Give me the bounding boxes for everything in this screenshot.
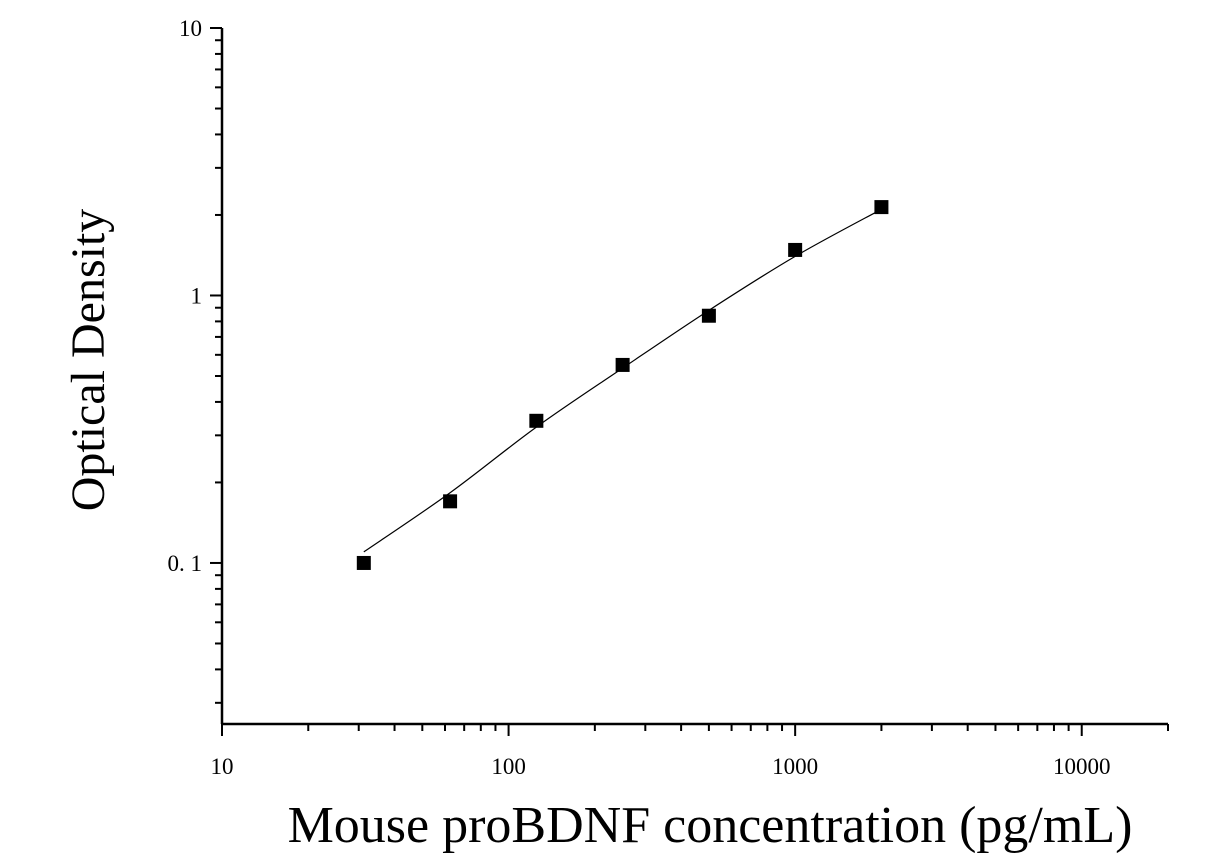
x-tick-label: 1000 [772, 754, 818, 779]
data-point [874, 200, 889, 215]
x-axis-title: Mouse proBDNF concentration (pg/mL) [288, 797, 1133, 854]
axes [220, 28, 1168, 726]
data-point [615, 357, 630, 372]
data-point [443, 494, 458, 509]
data-points [356, 200, 889, 570]
data-point [356, 555, 371, 570]
data-point [788, 242, 803, 257]
y-tick-label: 0. 1 [168, 551, 203, 576]
y-tick-label: 1 [191, 283, 203, 308]
x-tick-label: 10 [211, 754, 234, 779]
y-axis-ticks: 0. 1 1 10 [168, 16, 222, 704]
x-axis-ticks: 10 100 1000 10000 [211, 724, 1169, 779]
data-point [529, 413, 544, 428]
y-tick-label: 10 [179, 16, 202, 41]
x-tick-label: 100 [491, 754, 526, 779]
data-point [701, 308, 716, 323]
fit-curve [363, 208, 882, 553]
x-tick-label: 10000 [1053, 754, 1111, 779]
y-axis-title: Optical Density [62, 209, 115, 512]
